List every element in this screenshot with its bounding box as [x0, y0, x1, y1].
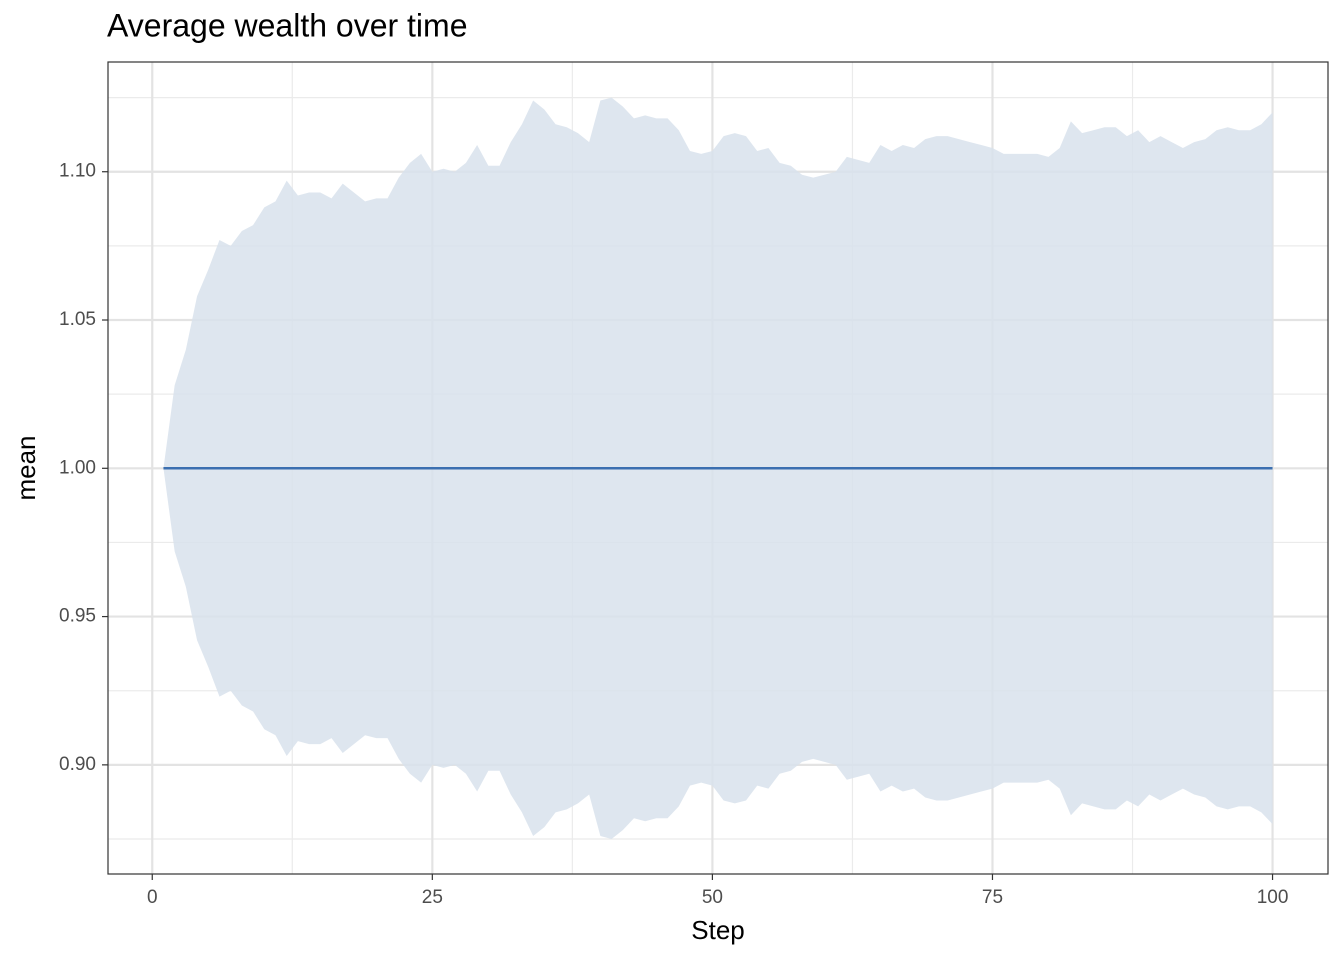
y-tick-label: 1.00 — [59, 457, 96, 478]
x-tick-label: 0 — [147, 887, 158, 908]
y-tick-label: 1.05 — [59, 309, 96, 330]
x-tick-label: 50 — [702, 887, 723, 908]
y-axis-label: mean — [11, 435, 41, 500]
x-tick-label: 75 — [982, 887, 1003, 908]
y-tick-label: 0.90 — [59, 754, 96, 775]
x-axis-label: Step — [691, 915, 745, 945]
chart-title: Average wealth over time — [107, 7, 467, 43]
y-tick-label: 1.10 — [59, 161, 96, 182]
x-tick-label: 100 — [1257, 887, 1289, 908]
y-tick-label: 0.95 — [59, 606, 96, 627]
x-tick-label: 25 — [422, 887, 443, 908]
